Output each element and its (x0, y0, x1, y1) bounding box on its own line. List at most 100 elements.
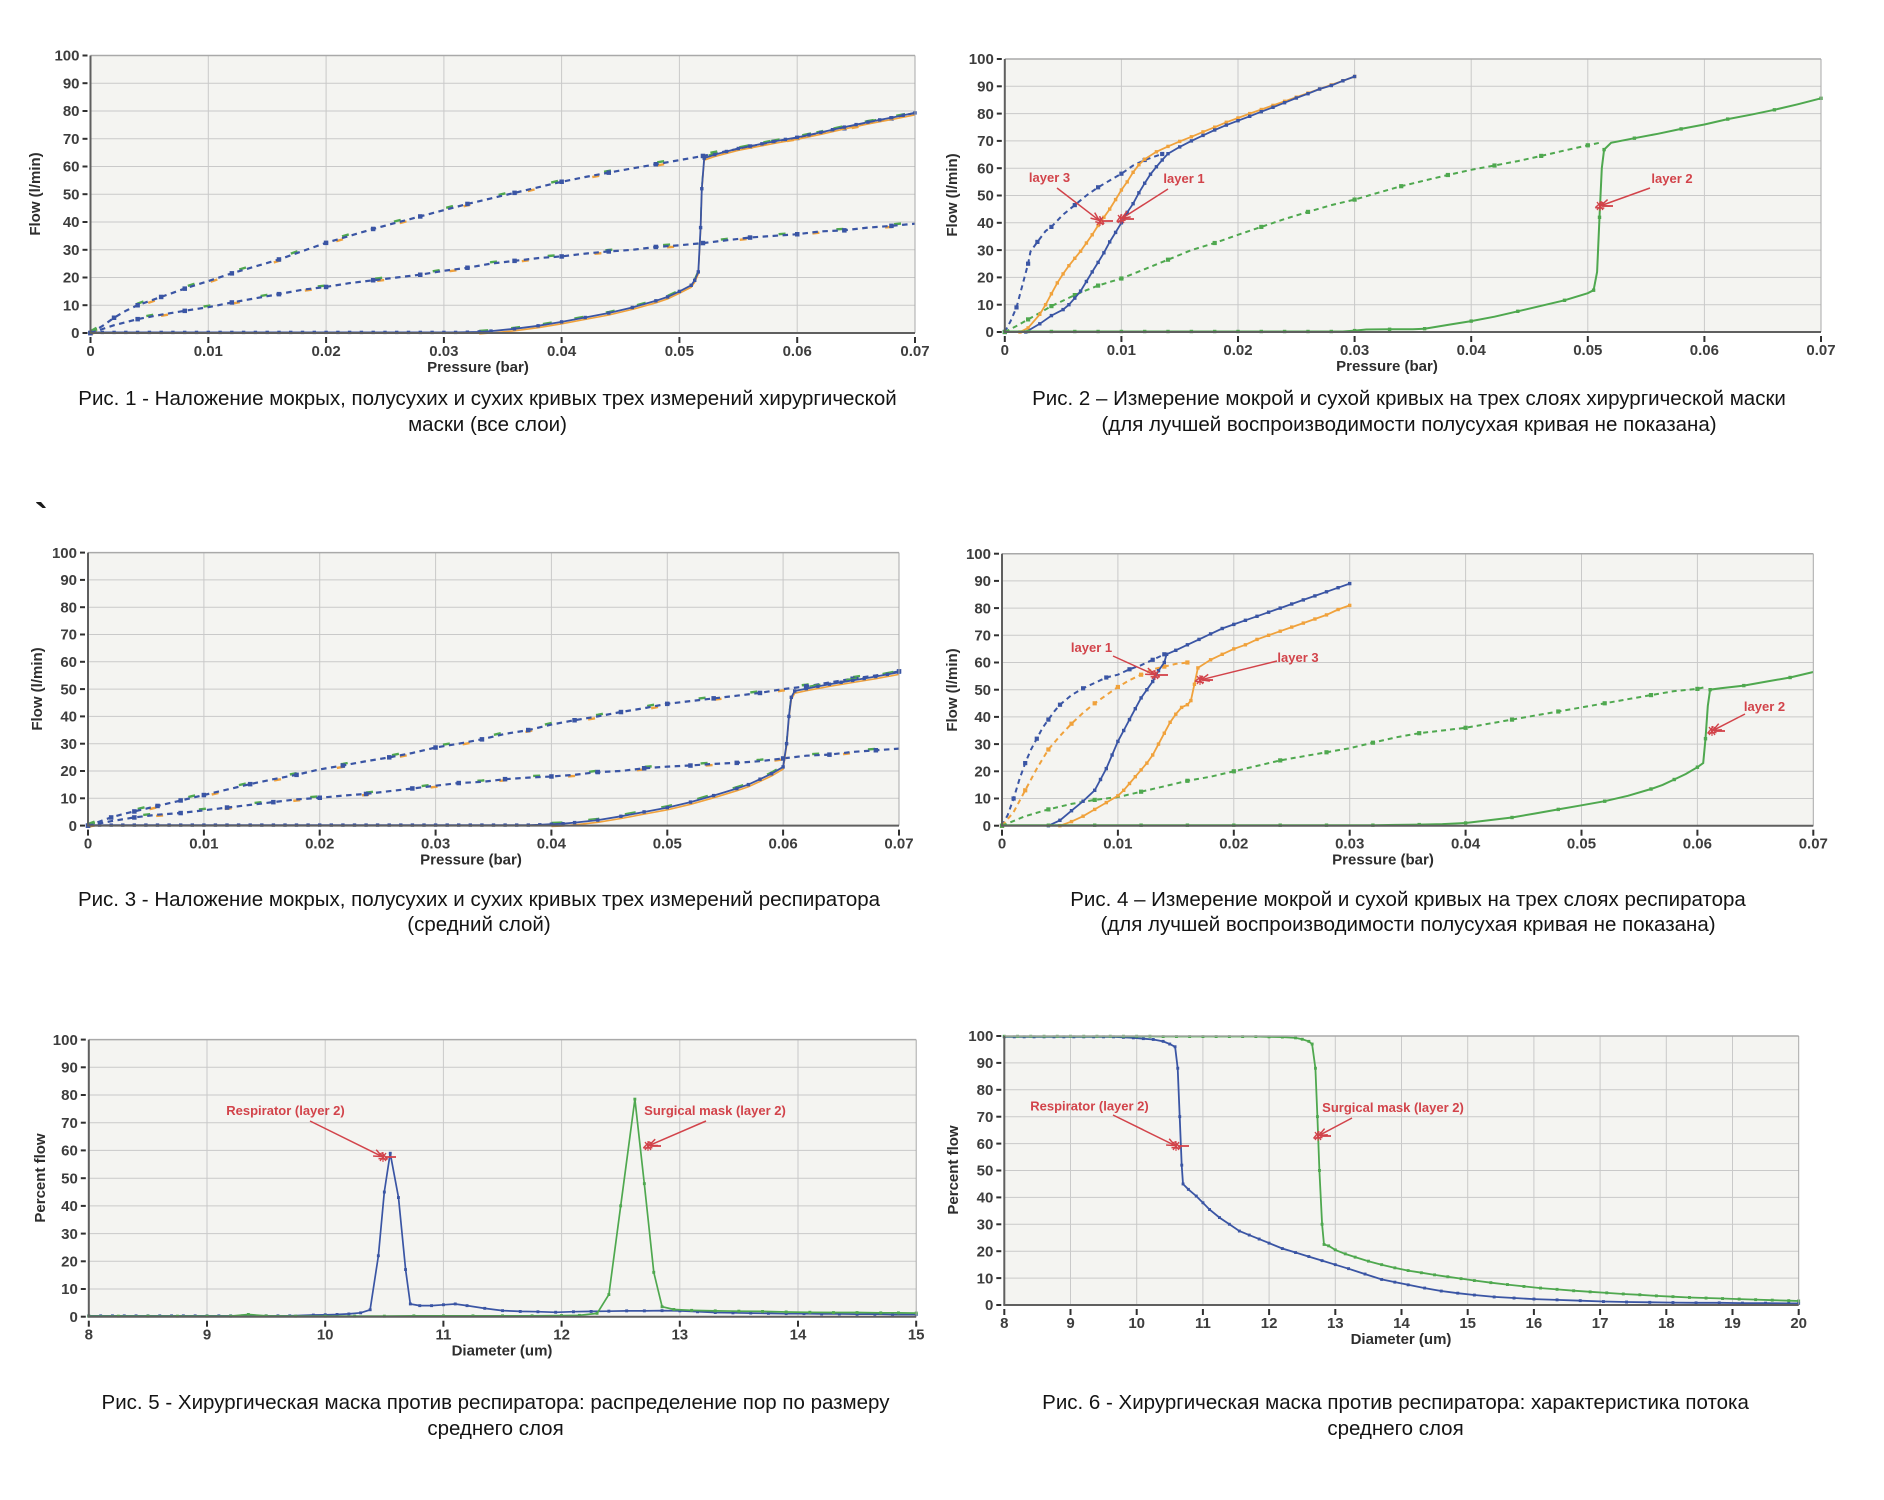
svg-text:Diameter (um): Diameter (um) (452, 1343, 553, 1360)
svg-text:30: 30 (60, 736, 77, 753)
svg-text:15: 15 (908, 1327, 925, 1344)
svg-text:30: 30 (63, 242, 80, 259)
svg-text:90: 90 (60, 572, 77, 589)
svg-text:70: 70 (974, 628, 991, 645)
svg-text:20: 20 (974, 764, 991, 781)
svg-text:100: 100 (966, 546, 991, 563)
svg-text:0.04: 0.04 (547, 343, 577, 360)
svg-text:80: 80 (977, 106, 994, 123)
svg-text:11: 11 (435, 1327, 451, 1344)
svg-text:90: 90 (61, 1060, 78, 1077)
svg-text:18: 18 (1658, 1315, 1675, 1332)
svg-text:60: 60 (977, 1136, 994, 1153)
svg-text:16: 16 (1526, 1315, 1543, 1332)
svg-text:Respirator (layer 2): Respirator (layer 2) (1030, 1099, 1149, 1114)
svg-text:19: 19 (1724, 1315, 1741, 1332)
svg-text:10: 10 (974, 791, 991, 808)
svg-text:Percent flow: Percent flow (945, 1125, 962, 1215)
svg-text:50: 50 (977, 1163, 994, 1180)
svg-text:20: 20 (977, 1243, 994, 1260)
svg-text:17: 17 (1592, 1315, 1609, 1332)
svg-text:Percent flow: Percent flow (32, 1133, 49, 1223)
svg-text:0: 0 (69, 1309, 77, 1326)
svg-text:0.03: 0.03 (1335, 836, 1364, 853)
svg-text:60: 60 (61, 1143, 78, 1160)
svg-text:70: 70 (63, 131, 80, 148)
svg-text:60: 60 (63, 159, 80, 176)
svg-text:20: 20 (61, 1254, 78, 1271)
svg-text:30: 30 (977, 242, 994, 259)
svg-text:30: 30 (61, 1226, 78, 1243)
svg-text:20: 20 (1790, 1315, 1807, 1332)
svg-text:100: 100 (969, 51, 994, 68)
svg-text:0.01: 0.01 (189, 836, 218, 853)
svg-text:10: 10 (977, 1270, 994, 1287)
svg-text:100: 100 (968, 1028, 993, 1045)
svg-text:0: 0 (998, 836, 1006, 853)
svg-text:10: 10 (61, 1281, 78, 1298)
svg-text:40: 40 (977, 215, 994, 232)
svg-text:10: 10 (60, 791, 77, 808)
svg-text:0.03: 0.03 (1340, 342, 1369, 359)
svg-text:80: 80 (61, 1087, 78, 1104)
svg-text:8: 8 (1000, 1315, 1008, 1332)
svg-text:20: 20 (977, 270, 994, 287)
svg-text:0.04: 0.04 (1451, 836, 1481, 853)
svg-text:80: 80 (977, 1082, 994, 1099)
svg-text:40: 40 (60, 709, 77, 726)
svg-text:50: 50 (63, 186, 80, 203)
svg-text:0.05: 0.05 (665, 343, 694, 360)
svg-text:Flow (l/min): Flow (l/min) (944, 153, 961, 236)
svg-text:layer 3: layer 3 (1277, 650, 1318, 665)
svg-text:9: 9 (1066, 1315, 1074, 1332)
svg-text:0.01: 0.01 (1103, 836, 1132, 853)
svg-text:Flow (l/min): Flow (l/min) (27, 152, 44, 235)
svg-text:Surgical mask (layer 2): Surgical mask (layer 2) (644, 1103, 786, 1118)
svg-text:layer 3: layer 3 (1029, 170, 1070, 185)
svg-text:11: 11 (1195, 1315, 1211, 1332)
svg-text:0: 0 (86, 343, 94, 360)
svg-text:Respirator (layer 2): Respirator (layer 2) (226, 1103, 345, 1118)
svg-text:0.05: 0.05 (1567, 836, 1596, 853)
svg-text:Flow (l/min): Flow (l/min) (29, 647, 46, 730)
svg-text:Surgical mask (layer 2): Surgical mask (layer 2) (1322, 1100, 1464, 1115)
svg-text:100: 100 (53, 1032, 78, 1049)
svg-text:10: 10 (63, 297, 80, 314)
svg-text:layer 2: layer 2 (1651, 171, 1692, 186)
svg-text:0: 0 (985, 324, 993, 341)
svg-text:0.01: 0.01 (1107, 342, 1136, 359)
svg-text:60: 60 (977, 160, 994, 177)
svg-text:10: 10 (1128, 1315, 1145, 1332)
svg-text:0: 0 (84, 836, 92, 853)
svg-text:90: 90 (63, 76, 80, 93)
svg-text:14: 14 (1393, 1315, 1410, 1332)
svg-text:0.05: 0.05 (653, 836, 682, 853)
svg-text:0.07: 0.07 (1806, 342, 1835, 359)
svg-text:layer 1: layer 1 (1071, 640, 1112, 655)
svg-text:13: 13 (671, 1327, 688, 1344)
svg-text:0.07: 0.07 (1799, 836, 1828, 853)
svg-text:15: 15 (1459, 1315, 1476, 1332)
svg-text:100: 100 (54, 48, 79, 65)
svg-text:30: 30 (977, 1217, 994, 1234)
svg-text:12: 12 (553, 1327, 570, 1344)
svg-text:20: 20 (63, 270, 80, 287)
svg-text:10: 10 (317, 1327, 334, 1344)
svg-text:0.01: 0.01 (194, 343, 223, 360)
svg-text:10: 10 (977, 297, 994, 314)
svg-text:13: 13 (1327, 1315, 1344, 1332)
svg-text:90: 90 (974, 573, 991, 590)
svg-text:Flow (l/min): Flow (l/min) (944, 648, 961, 731)
svg-text:40: 40 (974, 709, 991, 726)
svg-text:60: 60 (974, 655, 991, 672)
svg-text:80: 80 (60, 599, 77, 616)
svg-text:80: 80 (63, 103, 80, 120)
svg-text:20: 20 (60, 763, 77, 780)
svg-text:9: 9 (203, 1327, 211, 1344)
svg-text:0.07: 0.07 (900, 343, 929, 360)
svg-text:30: 30 (974, 736, 991, 753)
svg-text:90: 90 (977, 79, 994, 96)
svg-text:0.04: 0.04 (1457, 342, 1487, 359)
svg-text:70: 70 (977, 133, 994, 150)
svg-text:0: 0 (1001, 342, 1009, 359)
